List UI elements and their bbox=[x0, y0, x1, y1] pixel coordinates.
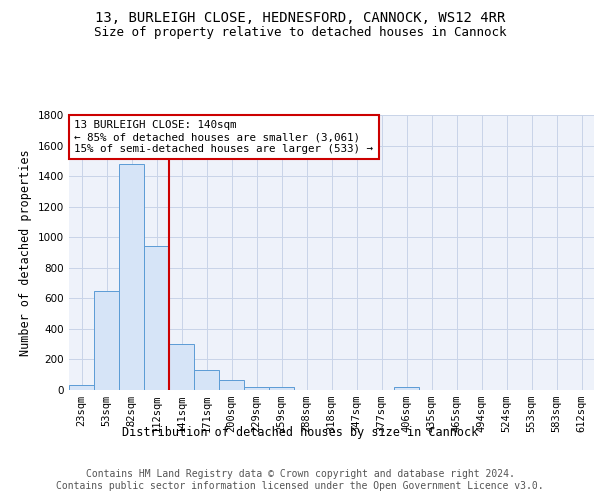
Text: Contains HM Land Registry data © Crown copyright and database right 2024.
Contai: Contains HM Land Registry data © Crown c… bbox=[56, 469, 544, 491]
Text: Distribution of detached houses by size in Cannock: Distribution of detached houses by size … bbox=[122, 426, 478, 439]
Bar bbox=[269, 387, 294, 390]
Bar bbox=[194, 370, 219, 390]
Bar bbox=[94, 290, 119, 390]
Text: 13 BURLEIGH CLOSE: 140sqm
← 85% of detached houses are smaller (3,061)
15% of se: 13 BURLEIGH CLOSE: 140sqm ← 85% of detac… bbox=[74, 120, 373, 154]
Bar bbox=[244, 387, 269, 390]
Y-axis label: Number of detached properties: Number of detached properties bbox=[19, 149, 32, 356]
Bar bbox=[119, 164, 144, 390]
Bar bbox=[219, 380, 244, 390]
Bar bbox=[144, 246, 169, 390]
Bar bbox=[69, 384, 94, 390]
Bar bbox=[394, 387, 419, 390]
Text: 13, BURLEIGH CLOSE, HEDNESFORD, CANNOCK, WS12 4RR: 13, BURLEIGH CLOSE, HEDNESFORD, CANNOCK,… bbox=[95, 10, 505, 24]
Text: Size of property relative to detached houses in Cannock: Size of property relative to detached ho… bbox=[94, 26, 506, 39]
Bar bbox=[169, 344, 194, 390]
